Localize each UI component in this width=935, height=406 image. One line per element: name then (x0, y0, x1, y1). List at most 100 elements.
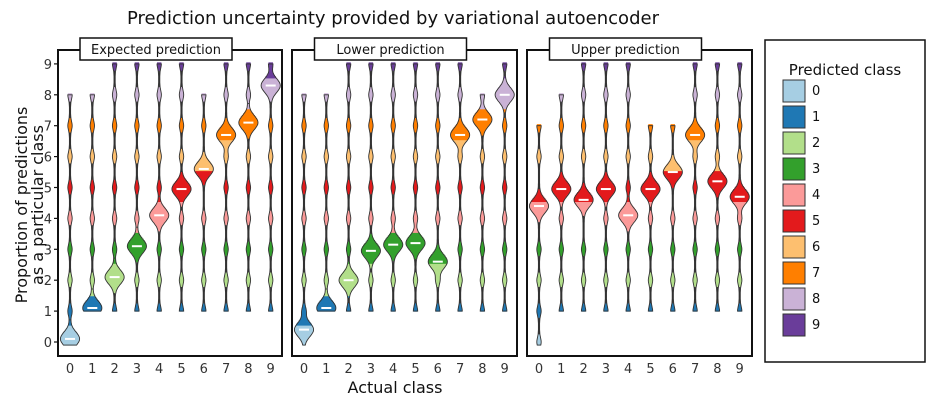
violin-slice (324, 274, 328, 277)
x-tick-label: 5 (646, 362, 654, 377)
violin-slice (648, 306, 653, 309)
violin-slice (537, 150, 541, 153)
violin-slice (458, 244, 462, 247)
violin-slice (113, 241, 116, 244)
violin-slice (302, 343, 306, 346)
violin-slice (502, 185, 507, 189)
violin-slice (201, 249, 206, 252)
violin-slice (581, 122, 586, 125)
violin-slice (627, 161, 630, 164)
violin-slice (435, 91, 440, 94)
violin-slice (641, 184, 660, 187)
violin-slice (413, 158, 418, 161)
violin-slice (67, 311, 73, 314)
violin-slice (366, 240, 376, 243)
violin-slice (559, 155, 564, 158)
violin-slice (113, 221, 117, 224)
violin-slice (626, 184, 631, 187)
violin-slice (626, 128, 630, 131)
violin-slice (503, 130, 506, 133)
violin-slice (179, 309, 184, 312)
violin-slice (246, 108, 251, 111)
violin-slice (481, 303, 484, 306)
violin-slice (458, 274, 462, 277)
violin-slice (715, 252, 719, 255)
violin-slice (344, 287, 353, 291)
violin-slice (458, 272, 462, 275)
violin-slice (67, 309, 73, 312)
violin-slice (90, 213, 95, 216)
violin-slice (480, 243, 484, 246)
violin-slice (179, 278, 184, 281)
violin-slice (671, 156, 675, 159)
violin-slice (626, 281, 631, 284)
violin-slice (135, 275, 139, 278)
violin-slice (737, 156, 742, 159)
violin-slice (346, 124, 351, 127)
violin-slice (670, 309, 675, 312)
violin-slice (82, 308, 102, 311)
violin-slice (480, 306, 485, 309)
violin-slice (174, 181, 189, 184)
violin-slice (91, 210, 94, 213)
violin-slice (173, 192, 190, 195)
violin-slice (688, 127, 702, 130)
violin-slice (503, 274, 507, 277)
violin-slice (648, 173, 653, 176)
violin-slice (324, 128, 328, 131)
violin-slice (391, 94, 396, 97)
violin-outline (595, 63, 616, 312)
x-tick-label: 9 (267, 362, 275, 377)
violin-slice (693, 275, 697, 278)
violin-slice (179, 215, 184, 218)
y-tick-label: 2 (44, 274, 52, 289)
violin-slice (435, 308, 440, 311)
violin-slice (298, 335, 310, 338)
violin-slice (346, 247, 351, 250)
legend-title: Predicted class (789, 61, 902, 79)
violin-slice (738, 241, 741, 244)
violin-slice (502, 308, 507, 311)
violin-slice (157, 306, 162, 309)
violin-slice (68, 284, 72, 287)
violin-slice (157, 63, 162, 67)
violin-slice (692, 93, 698, 96)
violin-slice (411, 250, 420, 253)
violin-slice (156, 202, 163, 206)
violin-slice (391, 278, 396, 281)
violin-slice (339, 281, 358, 284)
violin-slice (113, 258, 116, 261)
violin-slice (537, 275, 541, 278)
violin-slice (347, 148, 350, 152)
violin-slice (708, 176, 727, 179)
violin-slice (347, 243, 351, 246)
violin-slice (626, 244, 631, 247)
violin-slice (671, 210, 674, 213)
violin-slice (346, 216, 351, 219)
violin-slice (157, 192, 161, 195)
violin-slice (239, 124, 258, 127)
violin-slice (135, 148, 139, 152)
violin-slice (715, 306, 720, 309)
violin-slice (408, 247, 423, 250)
violin-slice (90, 244, 95, 247)
violin-slice (265, 91, 277, 94)
violin-slice (157, 309, 162, 312)
violin-outline (707, 63, 728, 312)
violin-slice (112, 246, 117, 249)
violin-slice (63, 331, 77, 334)
violin-slice (558, 175, 564, 178)
violin-slice (90, 218, 95, 221)
violin-slice (179, 119, 184, 122)
violin-slice (715, 192, 720, 195)
violin-slice (301, 153, 307, 156)
violin-slice (320, 298, 332, 301)
violin-slice (560, 204, 563, 207)
violin-slice (666, 176, 680, 179)
violin-slice (534, 213, 544, 216)
violin-slice (692, 218, 698, 221)
violin-slice (457, 308, 463, 311)
violin-slice (135, 212, 139, 215)
violin-slice (269, 181, 273, 184)
